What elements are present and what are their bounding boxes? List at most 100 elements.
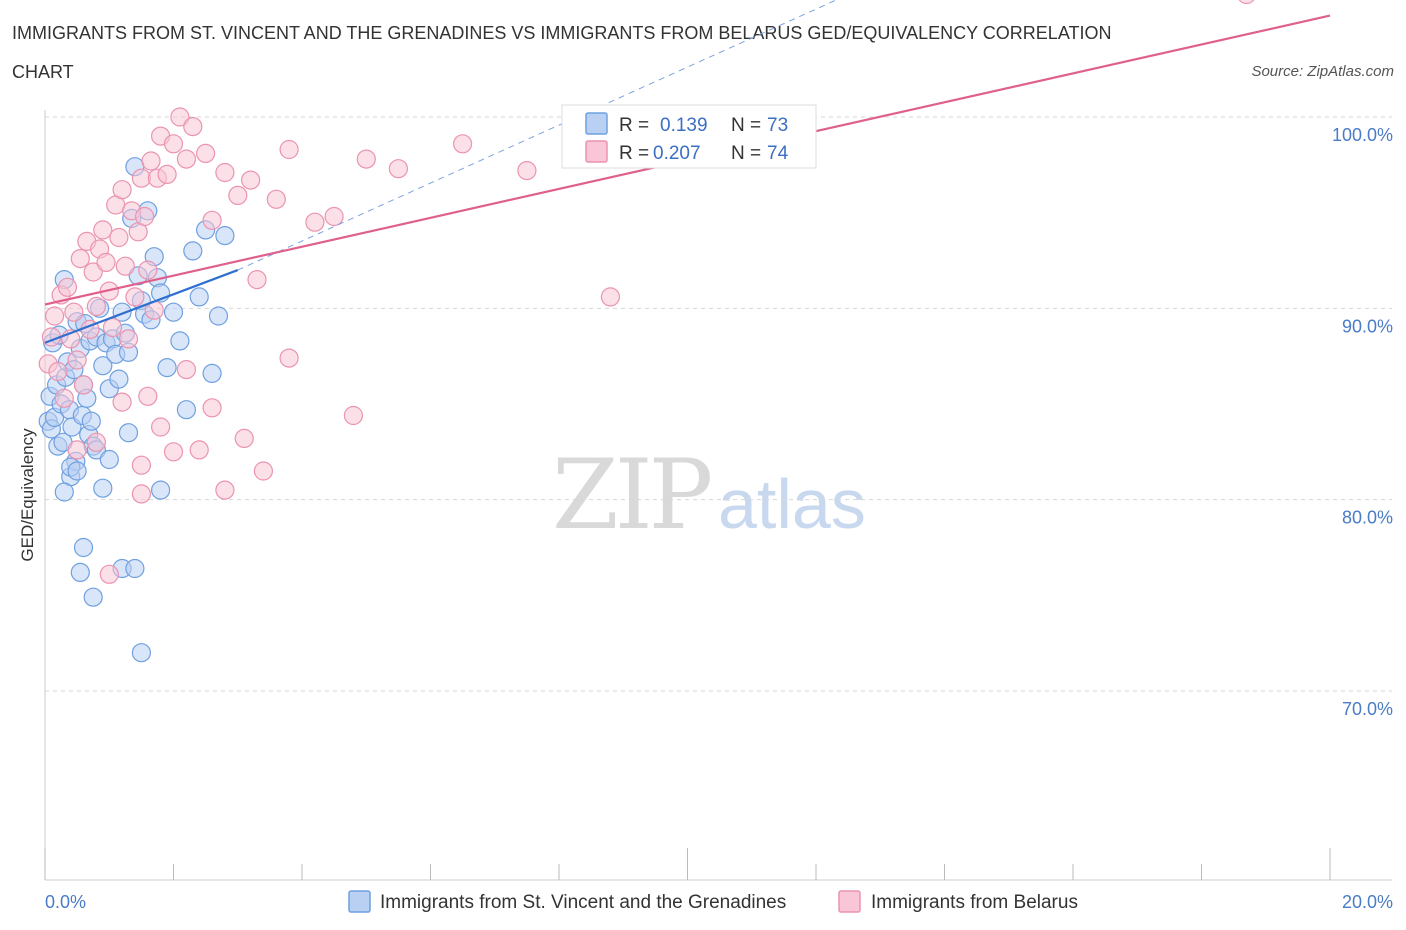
y-tick-labels: 100.0% 90.0% 80.0% 70.0% [1332, 125, 1393, 719]
source-label: Source: ZipAtlas.com [1251, 63, 1394, 80]
point-belarus [176, 360, 196, 380]
point-st-vincent [176, 400, 196, 420]
chart-title-line1: IMMIGRANTS FROM ST. VINCENT AND THE GREN… [12, 23, 1112, 43]
point-st-vincent [183, 241, 203, 261]
point-st-vincent [83, 587, 103, 607]
y-tick-label: 80.0% [1342, 508, 1393, 528]
point-st-vincent [112, 302, 132, 322]
point-belarus [73, 375, 94, 395]
point-st-vincent [189, 287, 209, 307]
point-st-vincent [202, 363, 222, 383]
point-belarus [109, 227, 129, 248]
point-belarus [99, 564, 119, 584]
point-st-vincent [54, 482, 74, 502]
point-belarus [388, 159, 408, 179]
point-st-vincent [170, 331, 190, 351]
point-st-vincent [151, 480, 171, 500]
point-st-vincent [81, 411, 101, 431]
stats-swatch-pink [585, 140, 608, 163]
stats-n-label-pink: N = [731, 143, 761, 164]
axes [44, 110, 1392, 881]
point-belarus [202, 210, 222, 230]
point-st-vincent [99, 449, 119, 470]
point-belarus [67, 350, 87, 370]
watermark-zip: ZIP [552, 439, 711, 551]
point-belarus [131, 484, 151, 504]
point-belarus [141, 151, 161, 171]
point-st-vincent [163, 302, 184, 322]
point-belarus [118, 329, 139, 349]
point-belarus [57, 277, 78, 297]
point-belarus [131, 455, 151, 475]
chart-title-line2: CHART [12, 62, 74, 82]
point-st-vincent [157, 358, 177, 378]
y-tick-label: 90.0% [1342, 316, 1393, 336]
stats-n-value-blue: 73 [767, 115, 788, 136]
legend: Immigrants from St. Vincent and the Gren… [348, 890, 1078, 913]
series-belarus-points [38, 0, 1255, 584]
point-st-vincent [73, 537, 94, 558]
trend-line-st-vincent-extension [237, 0, 838, 271]
point-belarus [215, 480, 235, 500]
point-belarus [44, 306, 65, 326]
y-tick-label: 70.0% [1342, 699, 1393, 719]
point-belarus [305, 212, 325, 232]
point-belarus [241, 170, 261, 190]
x-tick-label-max: 20.0% [1342, 892, 1393, 912]
point-belarus [356, 149, 376, 169]
point-st-vincent [215, 226, 235, 246]
point-belarus [189, 440, 209, 460]
x-tick-labels: 0.0% 20.0% [45, 892, 1393, 912]
x-tick-label-min: 0.0% [45, 892, 86, 912]
point-belarus [1238, 0, 1255, 5]
point-belarus [324, 206, 344, 227]
point-belarus [115, 256, 135, 276]
point-belarus [67, 440, 87, 460]
point-belarus [70, 249, 90, 269]
point-belarus [64, 302, 84, 322]
y-tick-label: 100.0% [1332, 125, 1393, 145]
point-belarus [138, 386, 158, 406]
legend-label-st-vincent: Immigrants from St. Vincent and the Gren… [380, 892, 786, 913]
trend-lines [44, 0, 1331, 344]
point-belarus [279, 139, 299, 160]
point-belarus [183, 116, 203, 137]
point-belarus [157, 164, 177, 184]
point-belarus [279, 348, 299, 368]
point-belarus [196, 143, 216, 163]
stats-r-label-pink: R = [619, 143, 649, 164]
point-belarus [215, 162, 235, 183]
point-belarus [176, 149, 196, 169]
y-axis-label: GED/Equivalency [18, 428, 37, 562]
point-st-vincent [93, 356, 113, 376]
trend-line-st-vincent [44, 269, 239, 344]
point-st-vincent [109, 369, 129, 389]
point-belarus [163, 134, 184, 154]
point-belarus [151, 417, 171, 437]
stats-swatch-blue [585, 112, 608, 135]
legend-swatch-st-vincent [348, 890, 371, 913]
point-st-vincent [93, 478, 113, 498]
stats-r-value-blue: 0.139 [660, 115, 708, 136]
point-belarus [48, 361, 68, 382]
gridlines [45, 116, 1392, 692]
point-belarus [453, 134, 473, 154]
point-belarus [170, 107, 190, 127]
point-belarus [266, 189, 286, 209]
point-belarus [343, 405, 363, 426]
point-st-vincent [131, 643, 151, 663]
point-belarus [93, 220, 113, 240]
point-belarus [96, 252, 116, 272]
stats-r-value-pink: 0.207 [653, 143, 701, 164]
watermark-atlas: atlas [718, 465, 866, 543]
point-belarus [135, 206, 155, 227]
point-belarus [102, 317, 123, 338]
point-belarus [112, 392, 132, 412]
point-belarus [600, 287, 621, 307]
point-st-vincent [208, 306, 229, 326]
point-belarus [54, 388, 74, 408]
point-belarus [86, 432, 107, 452]
point-st-vincent [125, 558, 145, 579]
stats-n-value-pink: 74 [767, 143, 789, 164]
point-belarus [112, 180, 132, 200]
